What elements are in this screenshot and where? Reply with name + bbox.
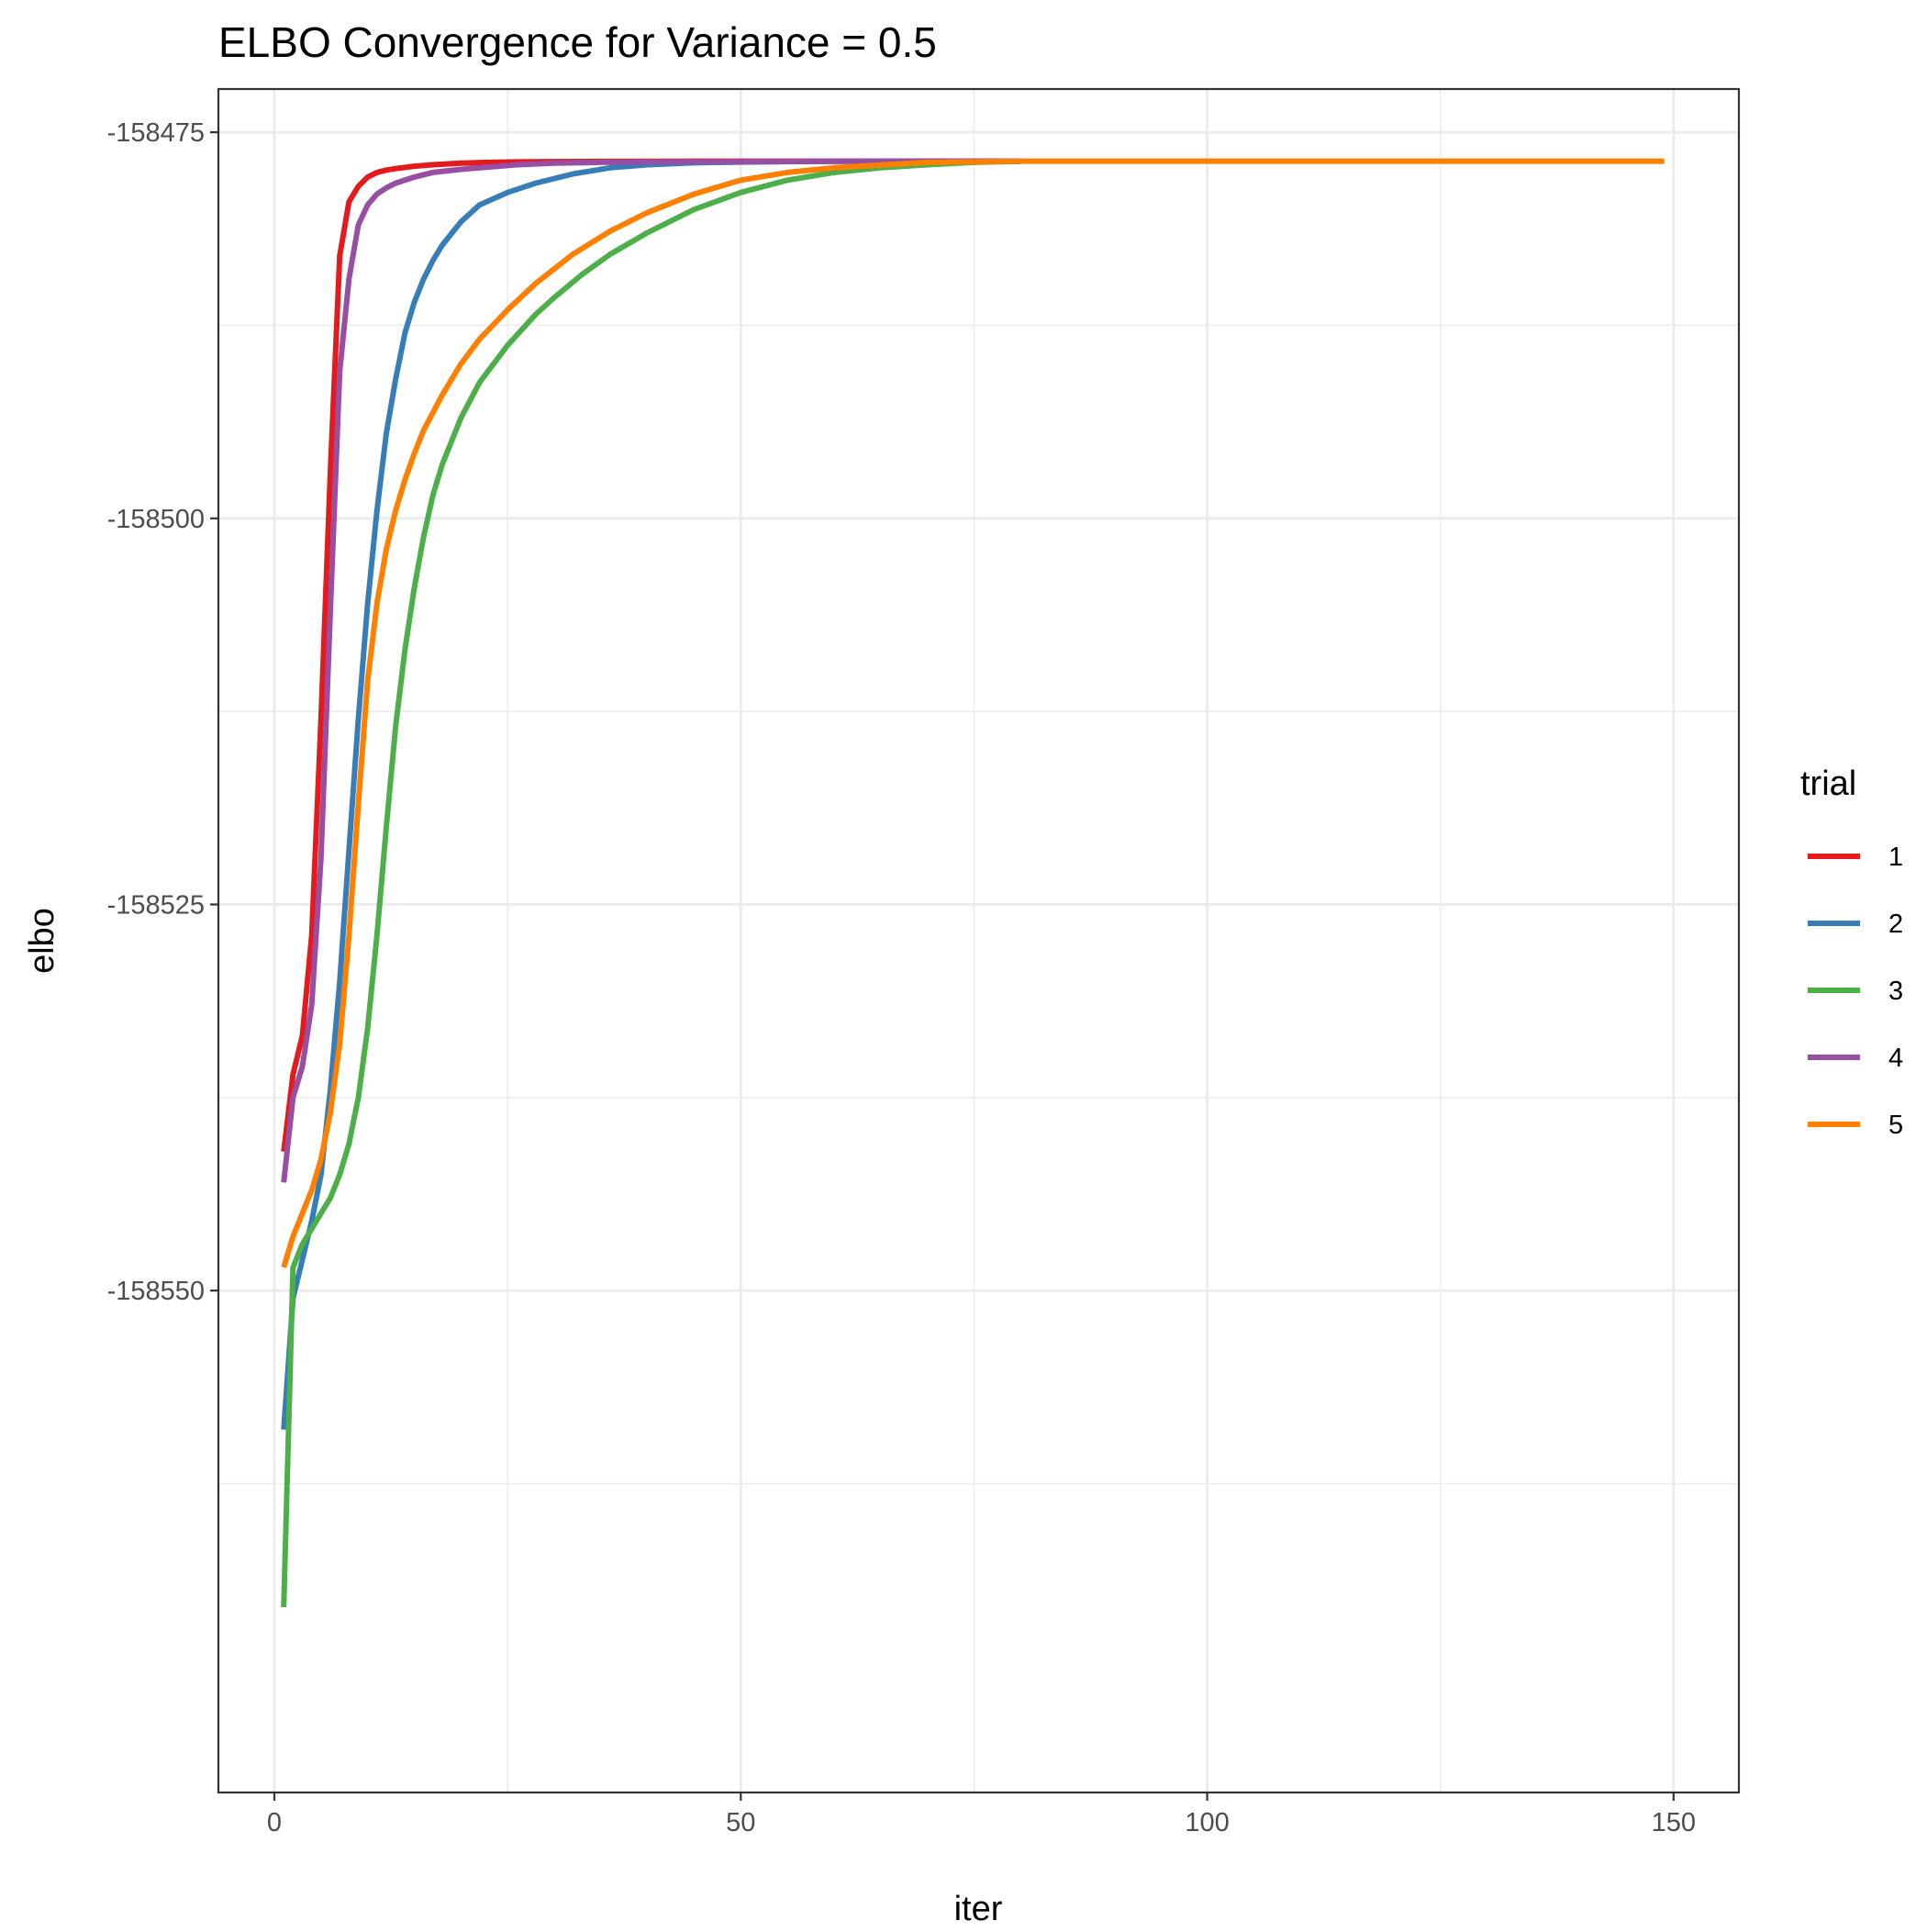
x-tick-label: 0 — [267, 1808, 282, 1837]
y-tick-label: -158525 — [107, 890, 205, 920]
legend-label-2: 2 — [1888, 910, 1903, 939]
legend-label-1: 1 — [1888, 843, 1903, 872]
axis-layer: 0 50 100 150 -158475 -158500 -158525 -158550 — [107, 118, 1696, 1837]
chart-title: ELBO Convergence for Variance = 0.5 — [218, 18, 937, 66]
legend-label-4: 4 — [1888, 1044, 1903, 1073]
plot-panel-border — [217, 87, 1741, 1794]
legend: trial 1 2 3 4 5 — [1800, 765, 1903, 1140]
grid-layer — [218, 89, 1739, 1792]
x-axis-title: iter — [954, 1890, 1003, 1927]
legend-label-5: 5 — [1888, 1111, 1903, 1140]
legend-title: trial — [1800, 765, 1856, 803]
y-tick-label: -158500 — [107, 505, 205, 534]
x-tick-label: 150 — [1652, 1808, 1696, 1837]
x-tick-label: 100 — [1185, 1808, 1229, 1837]
x-tick-label: 50 — [726, 1808, 755, 1837]
y-tick-label: -158475 — [107, 118, 205, 148]
legend-label-3: 3 — [1888, 977, 1903, 1006]
legend-items: 1 2 3 4 5 — [1808, 843, 1903, 1140]
series-line-4 — [281, 158, 1021, 1183]
series-layer — [281, 158, 1665, 1608]
y-axis-title: elbo — [23, 908, 61, 974]
y-tick-label: -158550 — [107, 1277, 205, 1306]
series-line-3 — [281, 158, 1021, 1608]
series-line-5 — [281, 158, 1665, 1268]
